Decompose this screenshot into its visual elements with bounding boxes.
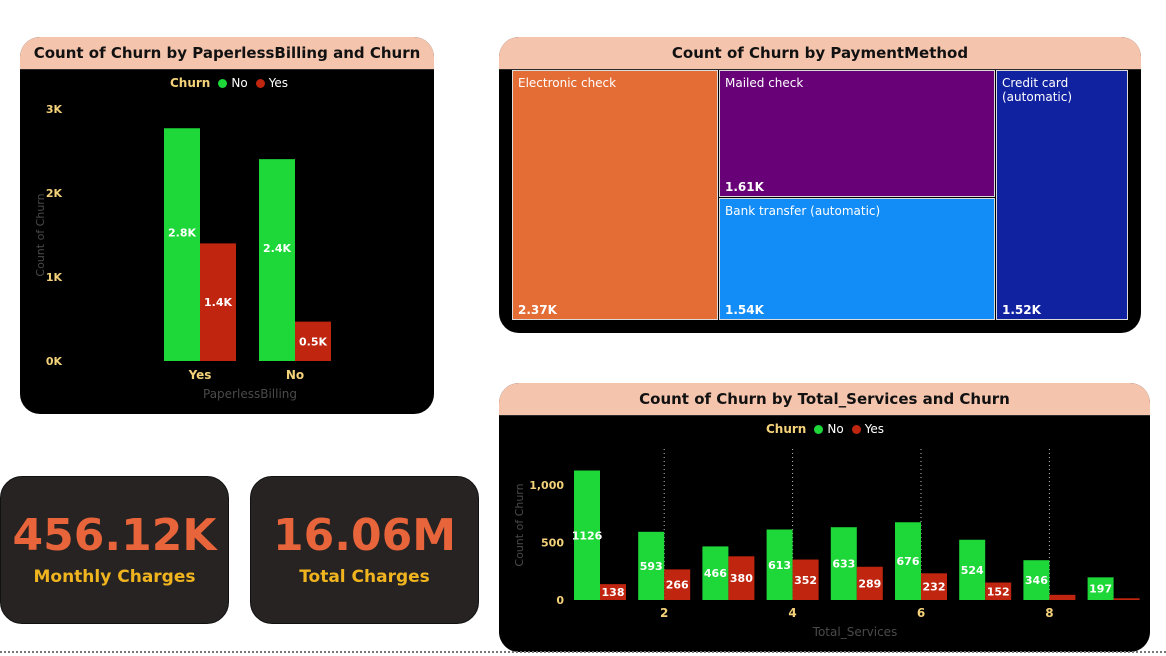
bar-no: [1023, 560, 1050, 600]
treemap-tile-bank-transfer[interactable]: Bank transfer (automatic) 1.54K: [719, 198, 995, 320]
data-label-yes: 266: [666, 579, 689, 592]
monthly-charges-value: 456.12K: [12, 509, 217, 561]
x-tick-label: 8: [1045, 606, 1053, 620]
bar-yes: [921, 573, 947, 600]
bar-yes: [664, 569, 691, 600]
bar-no: [702, 546, 729, 600]
bar-no: [638, 531, 665, 600]
tile-value: 2.37K: [518, 303, 557, 317]
legend-no-label: No: [827, 422, 844, 436]
bar-yes: [295, 321, 331, 361]
x-tick-label: No: [286, 368, 304, 382]
total-services-chart-panel: Count of Churn by Total_Services and Chu…: [499, 383, 1150, 652]
legend-yes-swatch: [851, 424, 861, 434]
y-tick-label: 0K: [46, 355, 63, 368]
legend-yes-label: Yes: [268, 76, 289, 90]
x-tick-label: 4: [788, 606, 796, 620]
chart-title: Count of Churn by PaperlessBilling and C…: [20, 37, 434, 70]
y-tick-label: 500: [541, 537, 564, 550]
data-label-no: 197: [1089, 583, 1112, 596]
bar-yes: [856, 566, 883, 600]
data-label-no: 1126: [572, 529, 603, 542]
y-tick-label: 3K: [46, 103, 63, 116]
legend-yes-label: Yes: [864, 422, 885, 436]
bar-yes: [600, 584, 626, 600]
bar-yes: [792, 559, 819, 600]
legend-yes-swatch: [255, 78, 265, 88]
paperless-billing-bar-chart: 0K 1K 2K 3K Count of Churn 2.8K 1.4K Yes 2.4K 0.5…: [34, 103, 331, 401]
tile-label: Credit card (automatic): [1002, 76, 1073, 104]
bar-no: [959, 539, 986, 600]
data-label-no: 2.4K: [263, 242, 291, 255]
total-charges-label: Total Charges: [299, 567, 430, 588]
treemap-tile-electronic-check[interactable]: Electronic check 2.37K: [512, 70, 718, 320]
data-label-yes: 1.4K: [204, 296, 232, 309]
monthly-charges-card: 456.12K Monthly Charges: [0, 476, 229, 624]
payment-method-treemap-panel: Count of Churn by PaymentMethod Electron…: [499, 37, 1141, 333]
chart-title: Count of Churn by Total_Services and Chu…: [499, 383, 1150, 416]
bar-yes: [1113, 598, 1140, 600]
data-label-yes: 289: [858, 577, 881, 590]
legend-no-swatch: [218, 78, 228, 88]
page-divider: [0, 651, 1166, 653]
data-label-yes: 152: [987, 585, 1010, 598]
bar-no: [259, 159, 295, 361]
chart-title: Count of Churn by PaymentMethod: [499, 37, 1141, 70]
paperless-billing-chart-panel: Count of Churn by PaperlessBilling and C…: [20, 37, 434, 414]
tile-label: Electronic check: [518, 76, 617, 90]
y-axis-title: Count of Churn: [34, 193, 47, 276]
monthly-charges-label: Monthly Charges: [33, 567, 196, 588]
bar-yes: [728, 556, 755, 600]
bar-no: [895, 522, 921, 600]
tile-value: 1.52K: [1002, 303, 1041, 317]
y-tick-label: 1K: [46, 271, 63, 284]
legend-no-swatch: [814, 424, 824, 434]
data-label-no: 676: [897, 555, 920, 568]
tile-label: Mailed check: [725, 76, 804, 90]
chart-legend: Churn No Yes: [170, 76, 288, 90]
treemap-tile-mailed-check[interactable]: Mailed check 1.61K: [719, 70, 995, 197]
legend-title: Churn: [766, 422, 807, 436]
bar-no: [766, 529, 793, 600]
data-label-no: 593: [640, 560, 663, 573]
bar-no: [574, 470, 600, 600]
bar-yes: [985, 582, 1012, 600]
x-tick-label: 6: [917, 606, 925, 620]
tile-label: Bank transfer (automatic): [725, 204, 881, 218]
x-tick-label: Yes: [188, 368, 212, 382]
x-axis-title: PaperlessBilling: [203, 387, 297, 401]
data-label-yes: 0.5K: [299, 335, 327, 348]
bar-no: [164, 128, 200, 361]
data-label-no: 2.8K: [168, 227, 196, 240]
x-axis-title: Total_Services: [812, 625, 898, 639]
chart-legend: Churn No Yes: [766, 422, 884, 436]
y-tick-label: 0: [556, 594, 564, 607]
y-tick-label: 1,000: [529, 479, 564, 492]
data-label-no: 633: [832, 558, 855, 571]
tile-value: 1.61K: [725, 180, 764, 194]
x-tick-label: 2: [660, 606, 668, 620]
total-charges-value: 16.06M: [273, 509, 456, 561]
legend-title: Churn: [170, 76, 211, 90]
bar-no: [1087, 577, 1114, 600]
treemap-tile-credit-card[interactable]: Credit card (automatic) 1.52K: [996, 70, 1128, 320]
bar-yes: [200, 243, 236, 361]
data-label-no: 346: [1025, 574, 1048, 587]
bar-no: [830, 527, 857, 600]
y-axis-title: Count of Churn: [513, 483, 526, 566]
data-label-no: 466: [704, 567, 727, 580]
total-charges-card: 16.06M Total Charges: [250, 476, 479, 624]
y-tick-label: 2K: [46, 187, 63, 200]
legend-no-label: No: [231, 76, 248, 90]
bar-yes: [1049, 594, 1076, 600]
data-label-yes: 380: [730, 572, 753, 585]
tile-value: 1.54K: [725, 303, 764, 317]
data-label-no: 613: [768, 559, 791, 572]
data-label-yes: 138: [602, 586, 625, 599]
data-label-no: 524: [961, 564, 984, 577]
data-label-yes: 232: [923, 581, 946, 594]
data-label-yes: 352: [794, 574, 817, 587]
